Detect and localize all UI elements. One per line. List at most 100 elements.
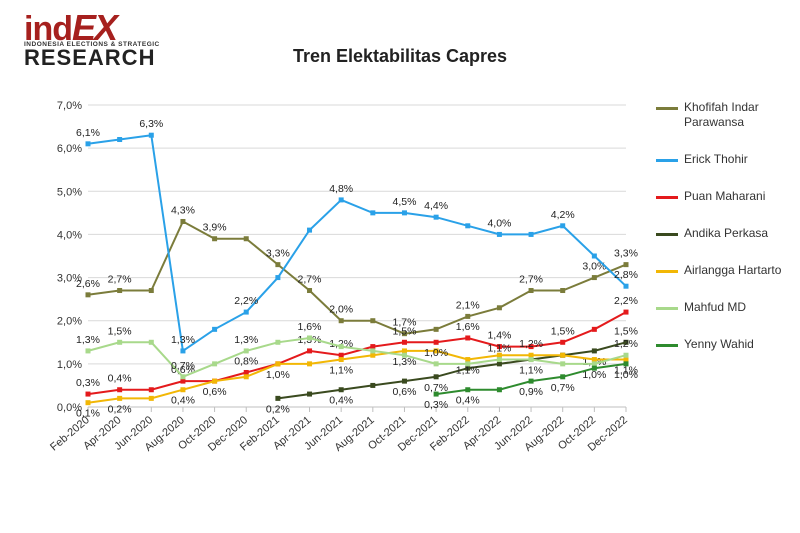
series-marker <box>307 361 312 366</box>
page: indEX INDONESIA ELECTIONS & STRATEGIC RE… <box>0 0 800 533</box>
series-marker <box>149 288 154 293</box>
data-label: 0,4% <box>456 395 480 407</box>
series-marker <box>592 254 597 259</box>
legend-swatch <box>656 107 678 110</box>
legend-swatch <box>656 307 678 310</box>
series-marker <box>529 288 534 293</box>
series-marker <box>592 327 597 332</box>
data-label: 4,2% <box>551 209 575 221</box>
series-marker <box>370 348 375 353</box>
legend-swatch <box>656 344 678 347</box>
data-label: 4,3% <box>171 204 195 216</box>
series-marker <box>624 310 629 315</box>
series-marker <box>117 137 122 142</box>
data-label: 1,5% <box>614 325 638 337</box>
series-marker <box>529 357 534 362</box>
series-marker <box>465 335 470 340</box>
series-marker <box>307 335 312 340</box>
series-marker <box>307 348 312 353</box>
legend-item: Mahfud MD <box>656 300 786 315</box>
series-marker <box>180 379 185 384</box>
legend-swatch <box>656 270 678 273</box>
data-label: 0,6% <box>203 386 227 398</box>
data-label: 1,3% <box>234 334 258 346</box>
legend-label: Airlangga Hartarto <box>684 263 781 278</box>
data-label: 0,1% <box>76 408 100 420</box>
legend-item: Puan Maharani <box>656 189 786 204</box>
series-marker <box>402 348 407 353</box>
data-label: 1,2% <box>614 338 638 350</box>
data-label: 2,1% <box>456 299 480 311</box>
series-marker <box>465 387 470 392</box>
data-label: 1,3% <box>171 334 195 346</box>
series-marker <box>117 288 122 293</box>
series-marker <box>117 396 122 401</box>
series-marker <box>212 361 217 366</box>
series-marker <box>592 361 597 366</box>
series-marker <box>275 396 280 401</box>
data-label: 0,6% <box>393 386 417 398</box>
series-marker <box>402 353 407 358</box>
data-label: 3,3% <box>266 248 290 260</box>
legend-item: Andika Perkasa <box>656 226 786 241</box>
series-marker <box>339 387 344 392</box>
series-marker <box>244 236 249 241</box>
legend-swatch <box>656 159 678 162</box>
series-marker <box>465 223 470 228</box>
y-tick-label: 7,0% <box>57 100 82 112</box>
chart-svg: 0,0%1,0%2,0%3,0%4,0%5,0%6,0%7,0%Feb-2020… <box>40 95 640 490</box>
legend-swatch <box>656 233 678 236</box>
series-marker <box>212 379 217 384</box>
data-label: 1,1% <box>329 365 353 377</box>
legend-label: Yenny Wahid <box>684 337 754 352</box>
series-marker <box>592 348 597 353</box>
series-marker <box>339 357 344 362</box>
series-marker <box>244 370 249 375</box>
legend-label: Mahfud MD <box>684 300 746 315</box>
series-marker <box>434 392 439 397</box>
series-marker <box>117 387 122 392</box>
series-marker <box>497 361 502 366</box>
legend-label: Khofifah Indar Parawansa <box>684 100 786 130</box>
y-tick-label: 5,0% <box>57 186 82 198</box>
data-label: 0,2% <box>266 403 290 415</box>
y-tick-label: 4,0% <box>57 229 82 241</box>
data-label: 3,3% <box>614 248 638 260</box>
series-marker <box>592 366 597 371</box>
series-marker <box>402 210 407 215</box>
data-label: 0,3% <box>76 377 100 389</box>
series-marker <box>497 357 502 362</box>
data-label: 2,7% <box>298 274 322 286</box>
series-marker <box>339 344 344 349</box>
data-label: 1,0% <box>424 347 448 359</box>
series-line <box>88 312 626 394</box>
legend-item: Airlangga Hartarto <box>656 263 786 278</box>
series-marker <box>624 357 629 362</box>
series-marker <box>370 353 375 358</box>
data-label: 1,4% <box>487 330 511 342</box>
data-label: 1,6% <box>298 321 322 333</box>
series-marker <box>560 361 565 366</box>
data-label: 6,1% <box>76 127 100 139</box>
series-marker <box>529 232 534 237</box>
data-label: 2,8% <box>614 269 638 281</box>
series-marker <box>149 340 154 345</box>
series-marker <box>86 392 91 397</box>
data-label: 0,8% <box>234 355 258 367</box>
data-label: 0,2% <box>108 403 132 415</box>
series-marker <box>244 374 249 379</box>
data-label: 3,9% <box>203 222 227 234</box>
legend-item: Yenny Wahid <box>656 337 786 352</box>
series-line <box>88 351 626 403</box>
series-marker <box>244 348 249 353</box>
data-label: 1,0% <box>266 369 290 381</box>
legend: Khofifah Indar Parawansa Erick Thohir Puan… <box>656 100 786 374</box>
series-marker <box>149 387 154 392</box>
series-marker <box>370 318 375 323</box>
series-marker <box>86 400 91 405</box>
series-line <box>88 135 626 351</box>
data-label: 1,6% <box>456 321 480 333</box>
series-marker <box>339 353 344 358</box>
legend-item: Erick Thohir <box>656 152 786 167</box>
series-marker <box>465 361 470 366</box>
